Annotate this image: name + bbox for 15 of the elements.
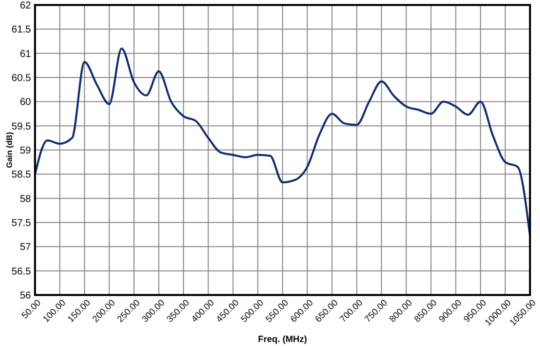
- y-tick-label: 60.5: [12, 73, 32, 84]
- y-tick-label: 61: [20, 48, 32, 60]
- y-tick-label: 58.5: [12, 170, 32, 181]
- y-tick-label: 59.5: [12, 121, 32, 132]
- y-tick-label: 57.5: [12, 218, 32, 229]
- x-axis-title: Freq. (MHz): [258, 334, 307, 344]
- y-tick-label: 60: [20, 97, 32, 108]
- y-tick-label: 58: [20, 194, 32, 205]
- y-axis-title: Gain (dB): [4, 132, 14, 168]
- y-tick-label: 61.5: [12, 24, 32, 36]
- y-tick-label: 62: [20, 0, 32, 12]
- y-tick-label: 59: [20, 146, 32, 156]
- y-tick-label: 56.5: [12, 266, 32, 278]
- y-tick-label: 57: [20, 242, 32, 254]
- y-tick-label: 56: [20, 290, 32, 302]
